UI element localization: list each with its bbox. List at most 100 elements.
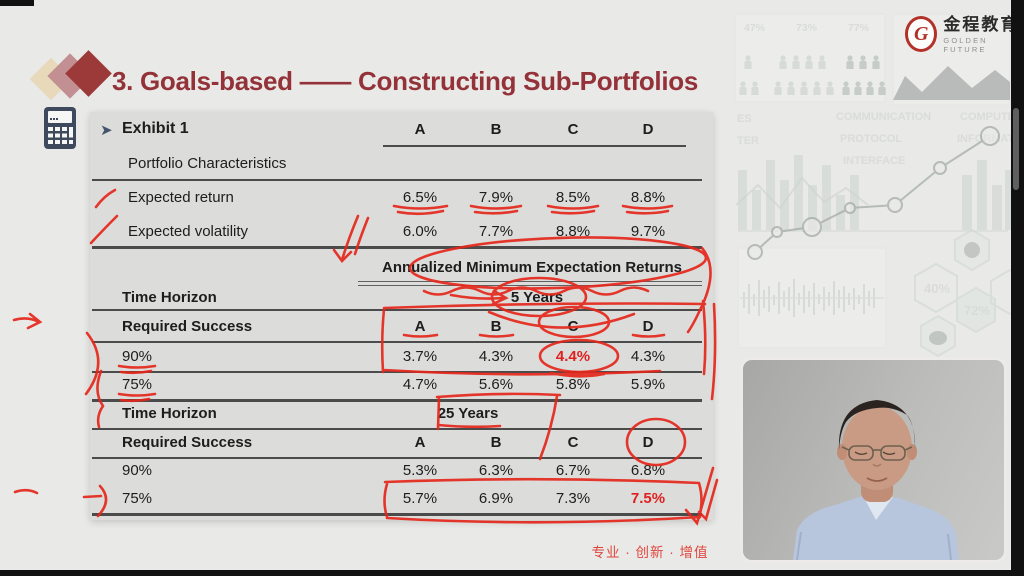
cell-value: 7.9% [478, 189, 514, 206]
table-row: Expected return 6.5% 7.9% 8.5% 8.8% [90, 189, 713, 209]
time-horizon-25: 25 Years [437, 405, 499, 422]
area-chart-decor [893, 66, 1010, 100]
col-header-b: B [490, 121, 502, 138]
hex-stat-40: 40% [924, 281, 950, 296]
col-header-b: B [490, 318, 502, 335]
cell-value: 7.7% [478, 223, 514, 240]
cell-value: 8.5% [555, 189, 591, 206]
cell-value: 3.7% [402, 348, 438, 365]
frame-top-bar [0, 0, 34, 6]
word-interface: INTERFACE [843, 155, 905, 167]
cell-value: 5.8% [555, 376, 591, 393]
word-protocol: PROTOCOL [840, 133, 902, 145]
cell-value: 8.8% [630, 189, 666, 206]
table-row: 90% 5.3% 6.3% 6.7% 6.8% [90, 462, 713, 482]
cell-value: 4.3% [478, 348, 514, 365]
cell-value: 6.0% [402, 223, 438, 240]
people-stats-icons-dark [842, 55, 886, 95]
stat-77: 77% [848, 22, 870, 34]
presenter-silhouette [793, 400, 959, 560]
cell-value: 5.3% [402, 462, 438, 479]
required-success-label: Required Success [122, 318, 253, 335]
time-horizon-label: Time Horizon [122, 289, 217, 306]
table-rule [358, 281, 702, 282]
slide-panel: ➤ Exhibit 1 A B C D Portfolio Characteri… [90, 112, 713, 520]
word-ter: TER [737, 135, 759, 147]
brand-logo: G 金程教育 GOLDEN FUTURE [905, 15, 1024, 54]
cell-value: 5.6% [478, 376, 514, 393]
row-label: 75% [122, 376, 153, 393]
word-communication: COMMUNICATION [836, 111, 931, 123]
row-label: 75% [122, 490, 153, 507]
table-row: 75% 4.7% 5.6% 5.8% 5.9% [90, 376, 713, 396]
logo-en-text: GOLDEN FUTURE [943, 35, 988, 54]
cell-value: 9.7% [630, 223, 666, 240]
table-rule [92, 179, 702, 181]
exhibit-subtitle: Portfolio Characteristics [128, 155, 287, 172]
cell-value: 4.3% [630, 348, 666, 365]
bar-chart-decor [738, 155, 1011, 230]
frame-bottom-bar [0, 570, 1024, 576]
table-rule [92, 371, 702, 373]
col-header-d: D [642, 121, 654, 138]
required-success-label: Required Success [122, 434, 253, 451]
exhibit-title: Exhibit 1 [122, 120, 189, 137]
hexagon-decor [914, 228, 1024, 358]
col-header-c: C [567, 318, 579, 335]
col-header-a: A [414, 318, 426, 335]
stat-73: 73% [796, 22, 818, 34]
row-label: 90% [122, 462, 153, 479]
col-header-d: D [642, 318, 654, 335]
table-row: 90% 3.7% 4.3% 4.4% 4.3% [90, 348, 713, 368]
hex-stat-72: 72% [964, 303, 990, 318]
brand-seal-icon: G [905, 16, 938, 52]
line-chart-decor [747, 126, 1000, 260]
cell-value: 7.3% [555, 490, 591, 507]
arrow-bullet-icon: ➤ [100, 122, 113, 139]
col-header-a: A [414, 434, 426, 451]
page-title: 3. Goals-based —— Constructing Sub-Portf… [112, 66, 698, 96]
waveform-decor [740, 279, 884, 317]
table-rule [92, 246, 702, 249]
brand-slogan: 专业 · 创新 · 增值 [591, 545, 709, 560]
frame-right-bar [1011, 0, 1024, 576]
time-horizon-5: 5 Years [510, 289, 564, 306]
table-rule [92, 399, 702, 402]
time-horizon-label: Time Horizon [122, 405, 217, 422]
people-stats-icons [739, 55, 834, 95]
row-label: Expected volatility [128, 223, 249, 240]
cell-value-highlighted: 4.4% [555, 348, 591, 365]
cell-value: 5.7% [402, 490, 438, 507]
cell-value: 6.9% [478, 490, 514, 507]
col-header-c: C [567, 121, 579, 138]
row-label: Expected return [128, 189, 234, 206]
zigzag-line-decor [735, 176, 869, 210]
col-header-b: B [490, 434, 502, 451]
col-header-c: C [567, 434, 579, 451]
cell-value: 5.9% [630, 376, 666, 393]
cell-value: 6.3% [478, 462, 514, 479]
seal-monogram: G [913, 23, 929, 45]
word-es: ES [737, 113, 752, 125]
cell-value: 6.8% [630, 462, 666, 479]
table-rule [92, 513, 702, 516]
cell-value: 4.7% [402, 376, 438, 393]
col-header-a: A [414, 121, 426, 138]
cell-value: 8.8% [555, 223, 591, 240]
table-rule [92, 341, 702, 343]
presenter-webcam [740, 357, 1007, 563]
scrollbar-thumb[interactable] [1013, 108, 1019, 190]
cell-value-highlighted: 7.5% [630, 490, 666, 507]
table-row: 75% 5.7% 6.9% 7.3% 7.5% [90, 490, 713, 510]
cell-value: 6.7% [555, 462, 591, 479]
table-rule [92, 428, 702, 430]
logo-cn-text: 金程教育 [943, 15, 1020, 34]
table-rule [383, 145, 686, 147]
cell-value: 6.5% [402, 189, 438, 206]
table-row: Expected volatility 6.0% 7.7% 8.8% 9.7% [90, 223, 713, 243]
table-rule [358, 285, 702, 286]
stat-47: 47% [744, 22, 766, 34]
table-rule [92, 309, 702, 311]
table-rule [92, 457, 702, 459]
